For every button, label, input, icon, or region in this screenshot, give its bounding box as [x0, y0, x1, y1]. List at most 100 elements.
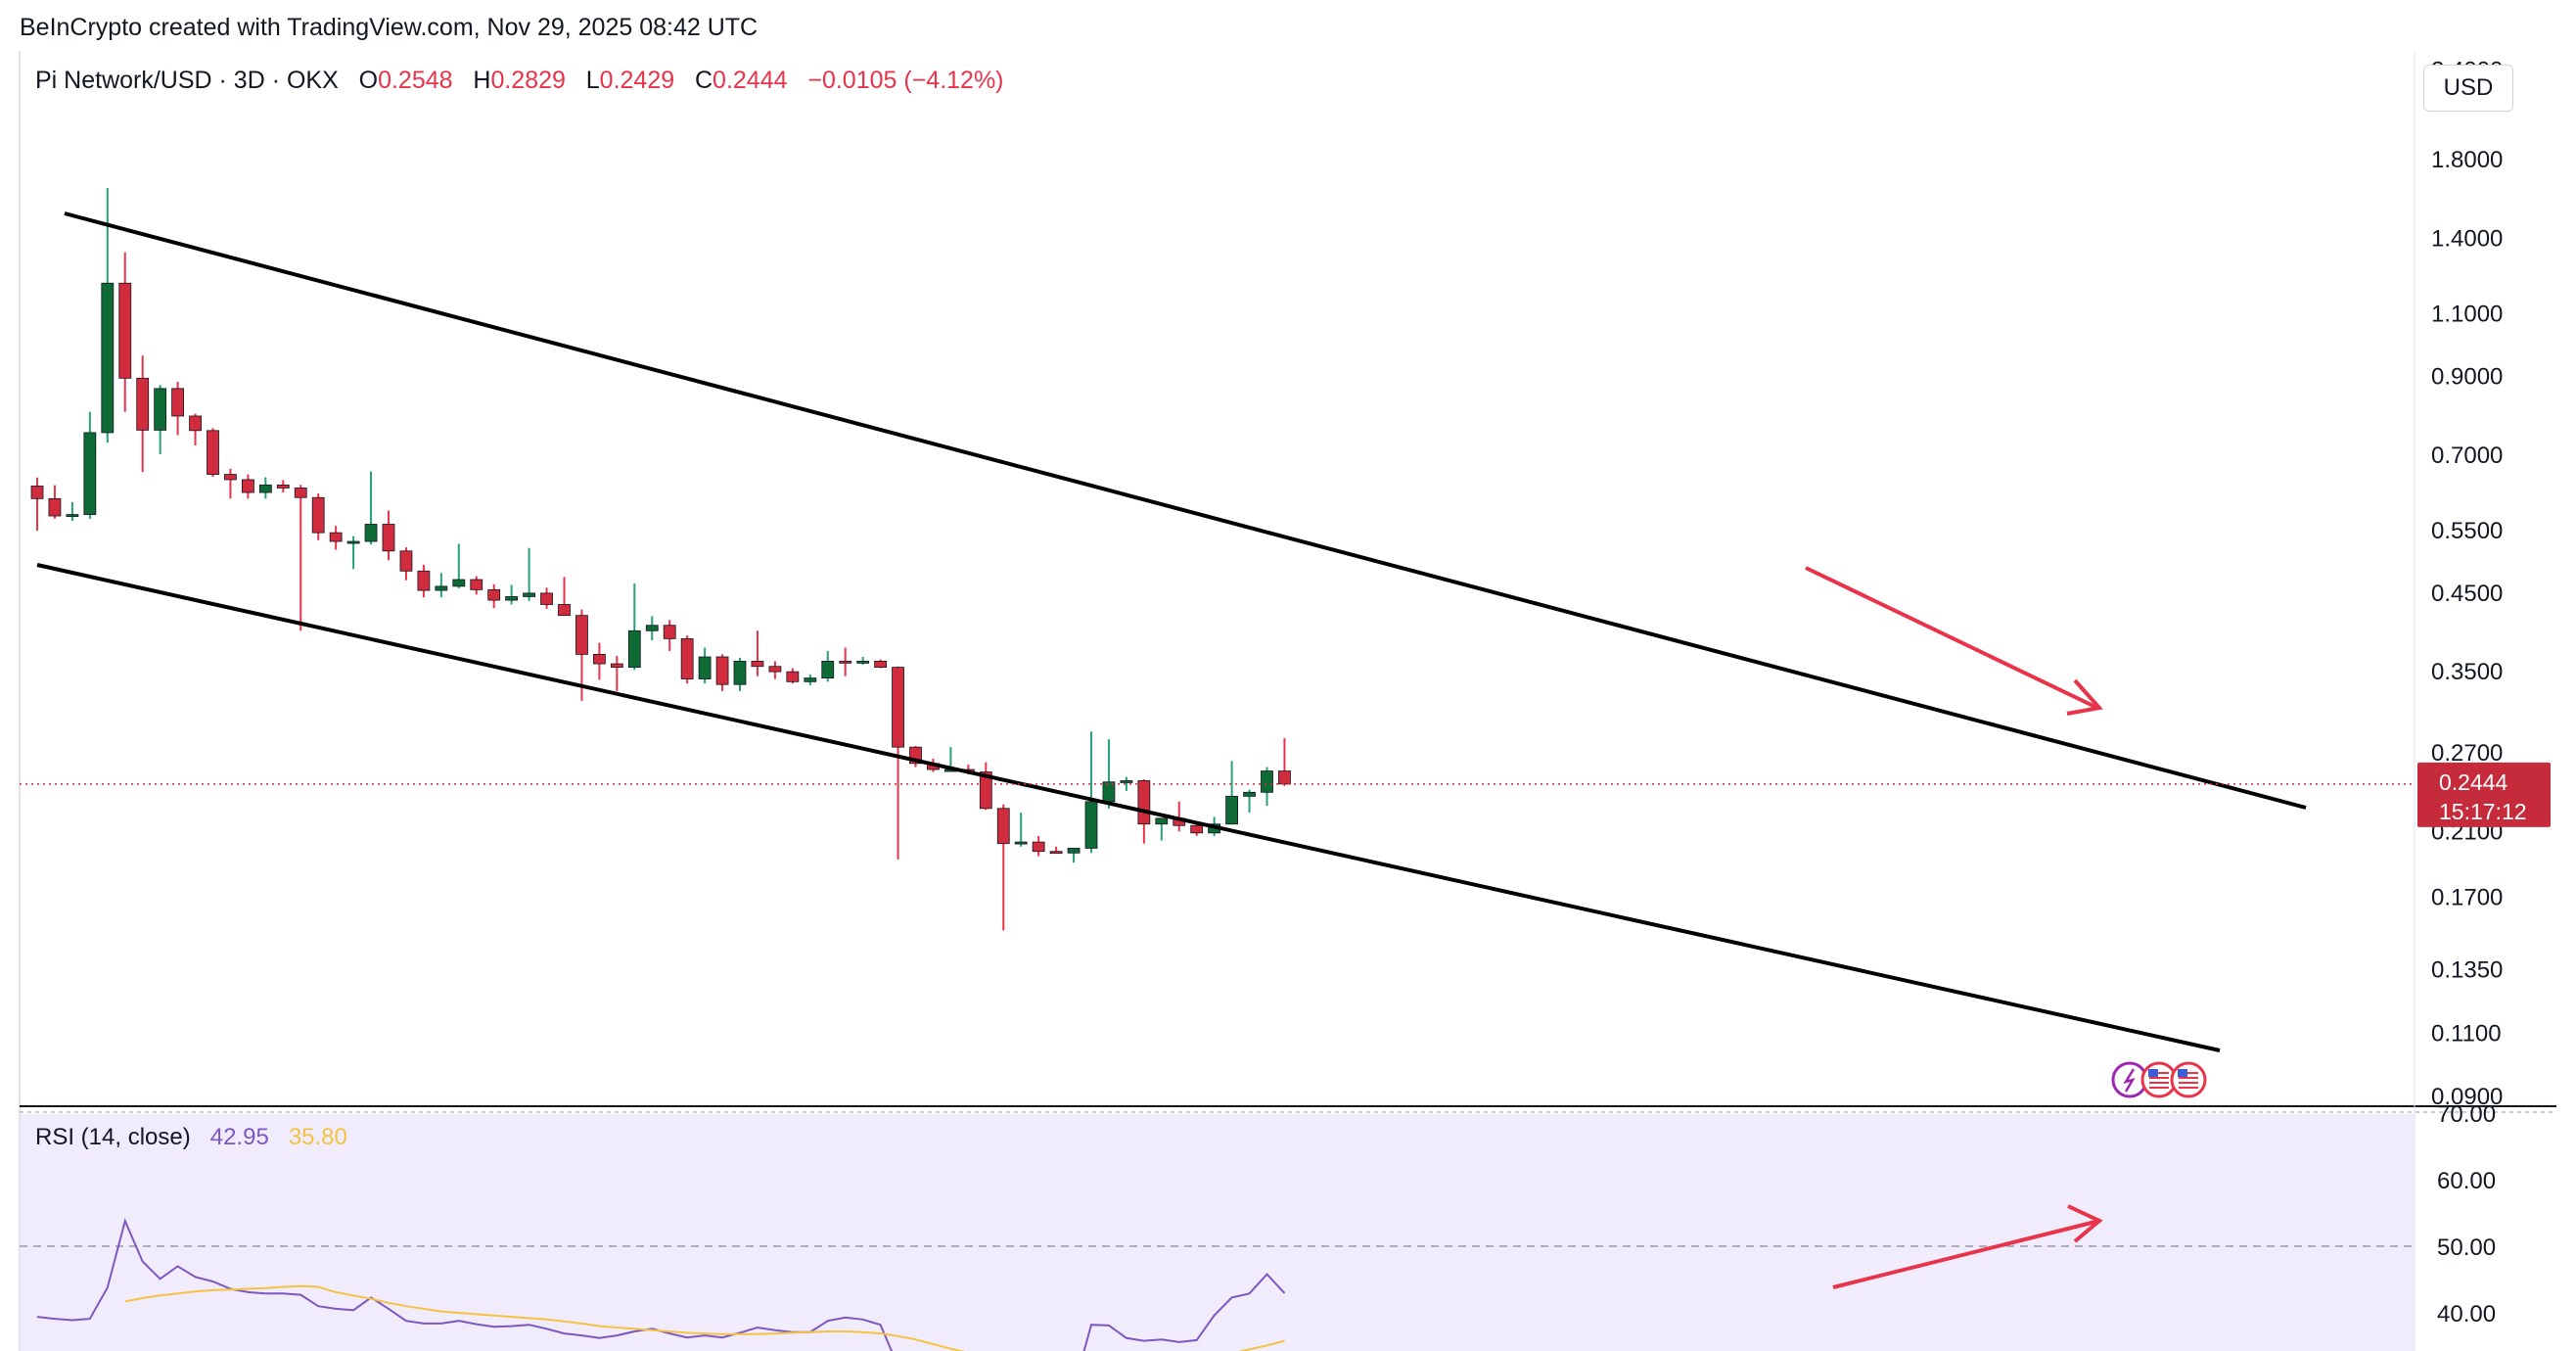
- candle-body: [1225, 795, 1238, 825]
- candle-body: [996, 808, 1010, 845]
- candle-body: [294, 488, 307, 498]
- flag-canton: [2178, 1069, 2187, 1077]
- candle-body: [154, 388, 167, 431]
- price-tick-label: 0.3500: [2431, 659, 2503, 685]
- candle-body: [470, 579, 483, 590]
- rsi-label[interactable]: RSI (14, close): [35, 1124, 191, 1150]
- candle-body: [856, 660, 870, 664]
- price-pane[interactable]: [20, 51, 2415, 1103]
- candle-body: [874, 660, 887, 669]
- price-tick-label: 0.5500: [2431, 518, 2503, 544]
- candle-body: [1049, 851, 1063, 855]
- currency-selector[interactable]: USD: [2423, 65, 2513, 112]
- candle-body: [1120, 780, 1133, 783]
- candles: [30, 187, 1291, 931]
- candle-body: [663, 625, 676, 639]
- low-value: 0.2429: [599, 67, 675, 94]
- rsi-axis[interactable]: 70.00 60.00 50.00 40.00: [2437, 1101, 2496, 1328]
- candle-body: [258, 485, 272, 493]
- rsi-tick-label: 70.00: [2437, 1101, 2496, 1128]
- candle-body: [558, 604, 571, 617]
- rsi-tick-label: 60.00: [2437, 1168, 2496, 1194]
- price-tick-label: 0.2700: [2431, 740, 2503, 767]
- candle-body: [118, 282, 132, 379]
- candle-body: [680, 638, 694, 679]
- open-value: 0.2548: [378, 67, 453, 94]
- candle-body: [575, 615, 588, 655]
- candle-body: [839, 660, 852, 664]
- candle-body: [1084, 801, 1098, 849]
- symbol-name[interactable]: Pi Network/USD · 3D · OKX: [35, 67, 339, 94]
- rsi-tick-label: 40.00: [2437, 1301, 2496, 1328]
- price-axis[interactable]: 2.40001.80001.40001.10000.90000.70000.55…: [2431, 57, 2503, 1109]
- candle-body: [1137, 780, 1151, 825]
- high-value: 0.2829: [490, 67, 566, 94]
- candle-body: [804, 677, 817, 682]
- price-tick-label: 0.4500: [2431, 581, 2503, 607]
- candle-body: [207, 430, 219, 475]
- candle-body: [733, 660, 747, 685]
- candle-body: [399, 550, 413, 572]
- candle-body: [540, 592, 553, 605]
- candle-body: [101, 282, 115, 434]
- candle-body: [48, 497, 62, 517]
- candle-body: [189, 415, 202, 432]
- candle-body: [505, 596, 519, 601]
- price-tick-label: 0.0900: [2431, 1084, 2503, 1110]
- candle-body: [1032, 841, 1045, 853]
- candle-body: [417, 570, 431, 591]
- candle-body: [610, 663, 623, 669]
- candle-body: [1014, 841, 1028, 845]
- flag-canton: [2148, 1069, 2158, 1077]
- candle-body: [593, 654, 606, 665]
- price-tick-label: 0.1350: [2431, 956, 2503, 983]
- price-tick-label: 0.7000: [2431, 443, 2503, 469]
- candle-body: [30, 486, 44, 499]
- low-label: L: [585, 67, 600, 94]
- candle-body: [66, 514, 79, 517]
- candle-body: [276, 485, 290, 489]
- last-price-box: [2417, 762, 2551, 827]
- price-tick-label: 1.8000: [2431, 147, 2503, 173]
- rsi-trend-arrow: [1832, 1219, 2100, 1289]
- candle-body: [1067, 848, 1081, 854]
- attribution-text: BeInCrypto created with TradingView.com,…: [20, 14, 759, 41]
- candle-body: [821, 660, 835, 678]
- candle-body: [346, 540, 360, 544]
- candle-body: [786, 671, 800, 682]
- candle-body: [1102, 781, 1116, 803]
- price-trend-arrowhead: [2066, 678, 2103, 716]
- candle-body: [1261, 770, 1273, 793]
- change-value: −0.0105 (−4.12%): [807, 67, 1004, 94]
- channel-lower-trendline: [36, 563, 2221, 1052]
- candle-body: [487, 588, 501, 601]
- candle-body: [171, 388, 185, 417]
- candle-body: [136, 377, 150, 431]
- candle-body: [452, 579, 466, 587]
- close-label: C: [694, 67, 713, 94]
- candle-body: [329, 532, 343, 542]
- candle-body: [1278, 770, 1291, 785]
- candle-body: [751, 660, 764, 668]
- high-label: H: [473, 67, 491, 94]
- countdown-text: 15:17:12: [2439, 799, 2527, 824]
- candle-body: [311, 496, 325, 534]
- close-value: 0.2444: [713, 67, 788, 94]
- last-price-text: 0.2444: [2439, 769, 2508, 795]
- candle-body: [83, 432, 97, 515]
- last-price-tag: 0.2444 15:17:12: [20, 762, 2551, 827]
- candle-body: [1155, 817, 1169, 825]
- candle-body: [1190, 824, 1204, 834]
- channel-upper-trendline: [64, 211, 2307, 810]
- candle-body: [241, 479, 254, 493]
- candle-body: [382, 524, 395, 552]
- price-tick-label: 0.1700: [2431, 885, 2503, 911]
- candle-body: [715, 656, 729, 685]
- price-tick-label: 0.9000: [2431, 364, 2503, 391]
- us-flag-event-icon: [2170, 1061, 2207, 1098]
- rsi-tick-label: 50.00: [2437, 1235, 2496, 1261]
- candle-body: [768, 666, 782, 673]
- candle-body: [645, 625, 659, 631]
- price-tick-label: 1.4000: [2431, 225, 2503, 252]
